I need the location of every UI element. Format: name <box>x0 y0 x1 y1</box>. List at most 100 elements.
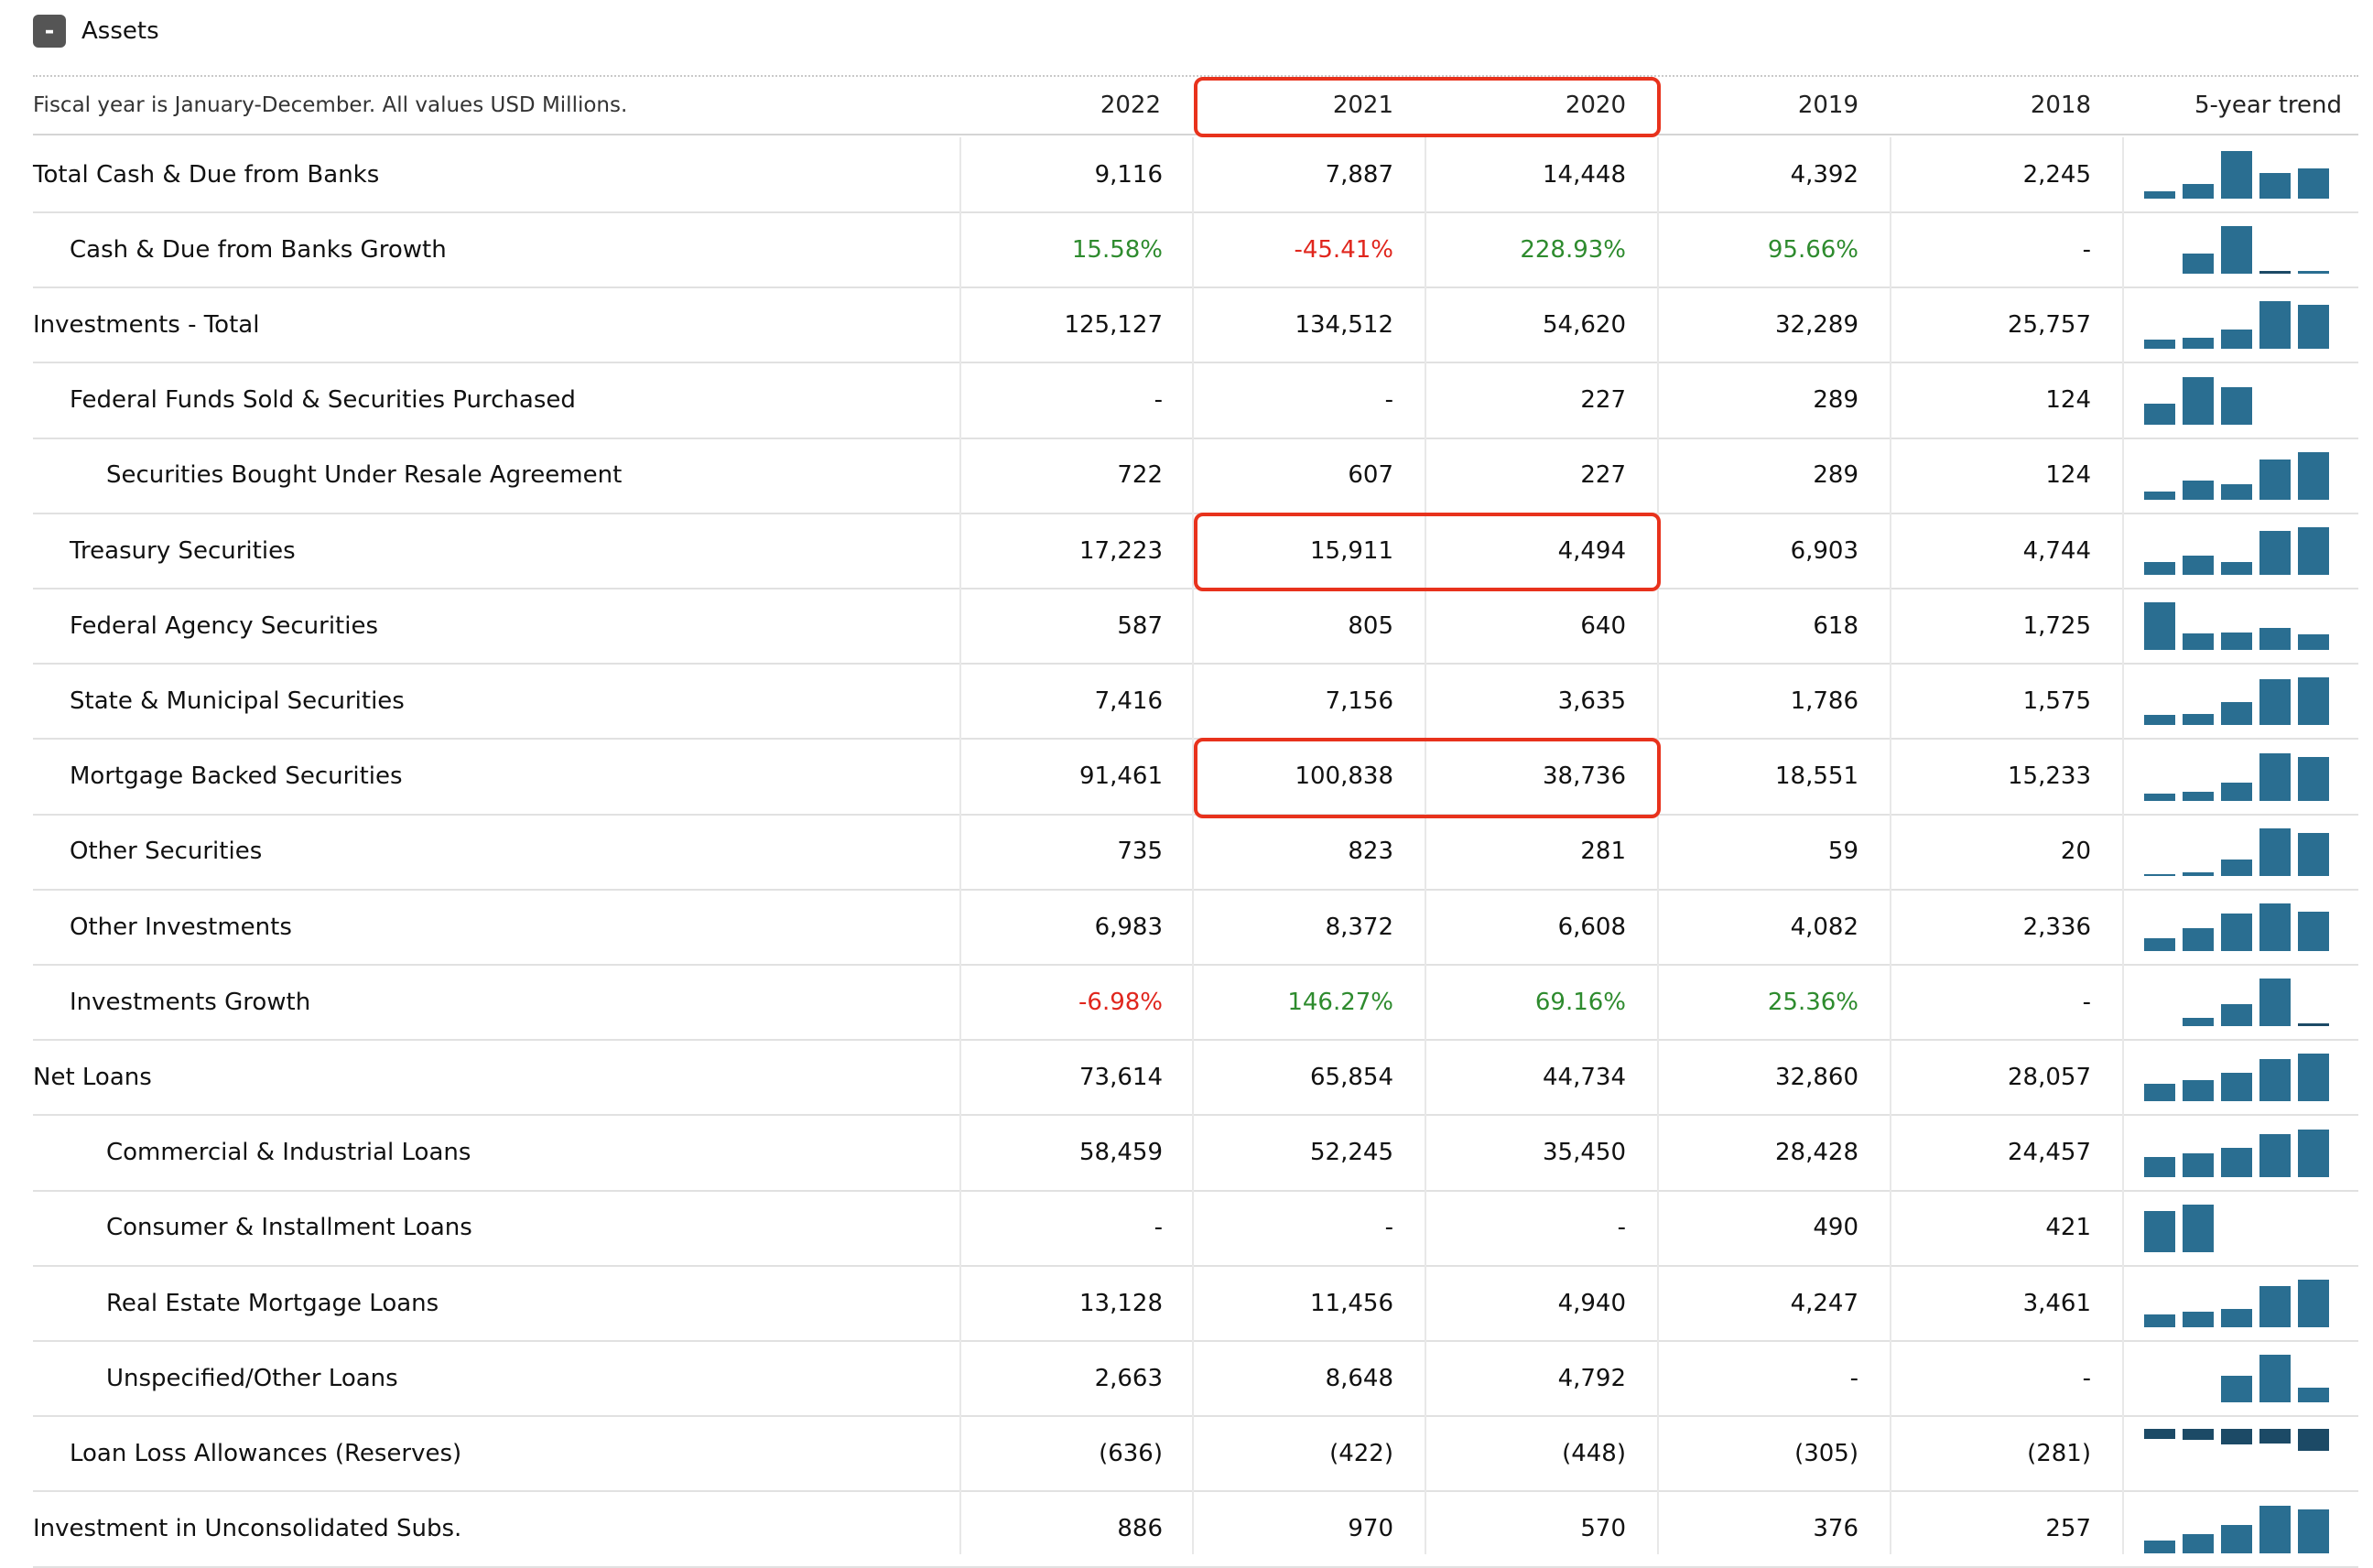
value-cell-2022: 7,416 <box>1094 687 1163 715</box>
column-divider <box>1657 137 1659 1554</box>
value-cell-2021: 970 <box>1348 1515 1393 1543</box>
row-label: Treasury Securities <box>70 536 296 565</box>
table-row: Loan Loss Allowances (Reserves) (636) (422… <box>33 1416 2358 1493</box>
value-cell-2018: 25,757 <box>2008 310 2091 339</box>
trend-bar <box>2259 530 2291 575</box>
value-cell-2018: 2,245 <box>2022 160 2091 189</box>
trend-bar <box>2298 1429 2329 1452</box>
value-cell-2018: - <box>2082 235 2091 264</box>
trend-bar <box>2259 679 2291 726</box>
value-cell-2020: 38,736 <box>1543 762 1626 791</box>
trend-bar <box>2298 911 2329 951</box>
value-cell-2020: 6,608 <box>1557 913 1626 941</box>
trend-bar <box>2183 792 2214 801</box>
column-divider <box>1890 137 1891 1554</box>
trend-bar <box>2144 491 2175 500</box>
value-cell-2021: 805 <box>1348 611 1393 640</box>
trend-bar <box>2259 301 2291 350</box>
value-cell-2020: 227 <box>1580 386 1626 415</box>
value-cell-2019: 490 <box>1813 1214 1858 1242</box>
value-cell-2021: (422) <box>1329 1439 1393 1467</box>
row-label: Unspecified/Other Loans <box>106 1364 398 1392</box>
table-row: Investments - Total 125,127 134,512 54,620 3… <box>33 287 2358 364</box>
trend-bar <box>2183 337 2214 350</box>
row-label: Federal Agency Securities <box>70 611 378 640</box>
trend-bar <box>2144 340 2175 350</box>
value-cell-2019: 25.36% <box>1767 988 1858 1016</box>
value-cell-2021: -45.41% <box>1294 235 1393 264</box>
trend-bar <box>2298 1023 2329 1027</box>
trend-bar <box>2298 1509 2329 1553</box>
trend-bar <box>2183 184 2214 199</box>
trend-bar <box>2259 1355 2291 1403</box>
value-cell-2022: (636) <box>1099 1439 1163 1467</box>
trend-bar <box>2298 677 2329 726</box>
trend-bar <box>2221 632 2252 651</box>
value-cell-2020: 69.16% <box>1534 988 1626 1016</box>
table-row: Federal Funds Sold & Securities Purchase… <box>33 363 2358 439</box>
value-cell-2019: 289 <box>1813 386 1858 415</box>
value-cell-2020: - <box>1617 1214 1626 1242</box>
value-cell-2020: (448) <box>1562 1439 1626 1467</box>
trend-bar <box>2221 562 2252 575</box>
trend-bar <box>2144 1314 2175 1327</box>
trend-bar <box>2221 1309 2252 1327</box>
trend-sparkline <box>2144 815 2336 889</box>
collapse-toggle-button[interactable]: - <box>33 15 66 48</box>
value-cell-2019: 28,428 <box>1775 1139 1858 1167</box>
value-cell-2022: 6,983 <box>1094 913 1163 941</box>
trend-bar <box>2259 172 2291 199</box>
trend-bar <box>2259 1429 2291 1444</box>
trend-bar <box>2221 386 2252 425</box>
trend-bar <box>2298 270 2329 275</box>
trend-bar <box>2183 633 2214 651</box>
trend-bar <box>2183 1018 2214 1027</box>
trend-bar <box>2144 1083 2175 1102</box>
trend-bar <box>2144 937 2175 951</box>
trend-bar <box>2298 527 2329 575</box>
trend-header: 5-year trend <box>2194 92 2342 119</box>
value-cell-2020: 3,635 <box>1557 687 1626 715</box>
year-header-2018: 2018 <box>2030 92 2091 119</box>
value-cell-2021: 8,648 <box>1325 1364 1393 1392</box>
value-cell-2021: 15,911 <box>1310 536 1393 565</box>
value-cell-2020: 4,940 <box>1557 1289 1626 1317</box>
value-cell-2019: 18,551 <box>1775 762 1858 791</box>
trend-sparkline <box>2144 514 2336 588</box>
trend-bar <box>2259 752 2291 801</box>
row-label: Commercial & Industrial Loans <box>106 1139 471 1167</box>
table-row: Investments Growth -6.98% 146.27% 69.16% 25.… <box>33 965 2358 1042</box>
section-title: Assets <box>81 17 159 45</box>
value-cell-2020: 228.93% <box>1520 235 1626 264</box>
trend-bar <box>2144 1156 2175 1177</box>
row-label: Total Cash & Due from Banks <box>33 160 380 189</box>
column-divider <box>1425 137 1426 1554</box>
table-row: Investment in Unconsolidated Subs. 886 970… <box>33 1492 2358 1568</box>
trend-sparkline <box>2144 287 2336 362</box>
row-label: Loan Loss Allowances (Reserves) <box>70 1439 462 1467</box>
row-label: Mortgage Backed Securities <box>70 762 403 791</box>
trend-bar <box>2144 873 2175 876</box>
trend-bar <box>2221 1072 2252 1102</box>
value-cell-2018: - <box>2082 1364 2091 1392</box>
value-cell-2020: 14,448 <box>1543 160 1626 189</box>
trend-bar <box>2298 1388 2329 1403</box>
value-cell-2018: 124 <box>2045 386 2091 415</box>
value-cell-2021: 11,456 <box>1310 1289 1393 1317</box>
value-cell-2021: 100,838 <box>1295 762 1393 791</box>
value-cell-2019: 59 <box>1827 838 1858 866</box>
value-cell-2019: 32,860 <box>1775 1063 1858 1091</box>
fiscal-year-note: Fiscal year is January-December. All val… <box>33 93 628 117</box>
value-cell-2022: 15.58% <box>1071 235 1163 264</box>
value-cell-2018: 257 <box>2045 1515 2091 1543</box>
value-cell-2018: 20 <box>2060 838 2091 866</box>
value-cell-2020: 281 <box>1580 838 1626 866</box>
trend-bar <box>2298 305 2329 350</box>
highlight-box-mortgage-backed-securities <box>1194 738 1661 818</box>
value-cell-2018: (281) <box>2027 1439 2091 1467</box>
trend-bar <box>2259 1505 2291 1553</box>
trend-bar <box>2144 404 2175 425</box>
table-row: Net Loans 73,614 65,854 44,734 32,860 28,057 <box>33 1040 2358 1117</box>
value-cell-2022: -6.98% <box>1078 988 1163 1016</box>
trend-bar <box>2298 633 2329 651</box>
